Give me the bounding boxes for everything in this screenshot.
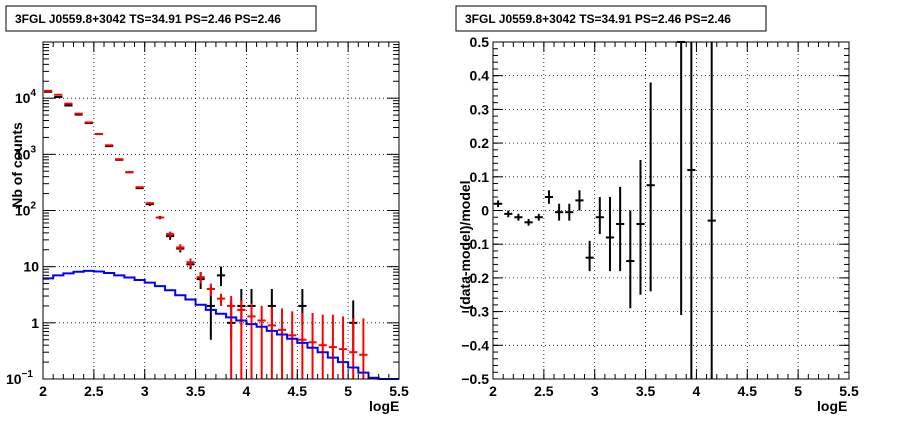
right-title: 3FGL J0559.8+3042 TS=34.91 PS=2.46 PS=2.…: [465, 12, 731, 26]
right-x-tick-label: 2.5: [534, 383, 554, 399]
left-panel: 3FGL J0559.8+3042 TS=34.91 PS=2.46 PS=2.…: [5, 5, 409, 414]
right-y-tick-label: 0.4: [470, 68, 490, 84]
right-xlabel: logE: [817, 398, 847, 414]
left-plot-area: [43, 89, 399, 380]
right-y-tick-label: 0.2: [470, 135, 490, 151]
right-y-tick-label: 0.3: [470, 101, 490, 117]
right-y-tick-label: −0.2: [461, 270, 489, 286]
right-ticks: 2 2.5 3 3.5 4 4.5 5 5.5 −0.5 −0.4 −0.3 −0.2 −0.1 0 0.1…: [461, 34, 859, 399]
left-x-tick-label: 2: [39, 383, 47, 399]
left-ylabel: Nb of counts: [9, 122, 25, 208]
left-x-tick-label: 5.5: [389, 383, 409, 399]
left-xlabel: logE: [369, 398, 399, 414]
left-x-tick-label: 4: [243, 383, 251, 399]
left-title-box: [5, 5, 317, 32]
right-x-tick-label: 4: [693, 383, 701, 399]
left-series-1: [44, 89, 368, 379]
left-y-tick-label: 103: [15, 144, 37, 162]
left-series-0: [44, 90, 358, 353]
left-x-tick-label: 3.5: [186, 383, 206, 399]
left-y-tick-label: 104: [15, 88, 37, 106]
right-x-tick-label: 3: [591, 383, 599, 399]
left-y-tick-label: 1: [31, 315, 39, 331]
left-y-tick-label: 10: [23, 259, 39, 275]
right-ylabel: (data-model)/model: [457, 180, 473, 309]
left-grid: [43, 42, 399, 379]
left-frame: [42, 41, 400, 380]
left-model-step-line: [43, 269, 399, 380]
left-x-tick-label: 5: [344, 383, 352, 399]
right-x-tick-label: 2: [489, 383, 497, 399]
left-ticks: 2 2.5 3 3.5 4 4.5 5 5.5 10−1 1 10 102 103 104: [6, 42, 409, 399]
right-x-tick-label: 5.5: [839, 383, 859, 399]
right-grid: [493, 42, 849, 379]
right-y-tick-label: −0.3: [461, 304, 489, 320]
right-frame: [492, 41, 850, 380]
right-panel: 3FGL J0559.8+3042 TS=34.91 PS=2.46 PS=2.…: [455, 5, 859, 414]
right-y-tick-label: −0.4: [461, 337, 489, 353]
right-x-tick-label: 4.5: [738, 383, 758, 399]
right-y-tick-label: 0.5: [470, 34, 490, 50]
left-y-tick-label: 10−1: [6, 369, 33, 387]
right-y-tick-label: 0.1: [470, 169, 490, 185]
right-title-box: [455, 5, 767, 32]
right-series-0: [494, 41, 716, 379]
right-y-tick-label: −0.1: [461, 236, 489, 252]
left-title: 3FGL J0559.8+3042 TS=34.91 PS=2.46 PS=2.…: [15, 12, 281, 26]
right-plot-area: [494, 41, 716, 379]
left-x-tick-label: 2.5: [84, 383, 104, 399]
right-y-tick-label: 0: [481, 203, 489, 219]
right-x-tick-label: 5: [794, 383, 802, 399]
left-x-tick-label: 4.5: [288, 383, 308, 399]
right-x-tick-label: 3.5: [636, 383, 656, 399]
left-y-tick-label: 102: [15, 201, 37, 219]
left-x-tick-label: 3: [141, 383, 149, 399]
right-y-tick-label: −0.5: [461, 371, 489, 387]
